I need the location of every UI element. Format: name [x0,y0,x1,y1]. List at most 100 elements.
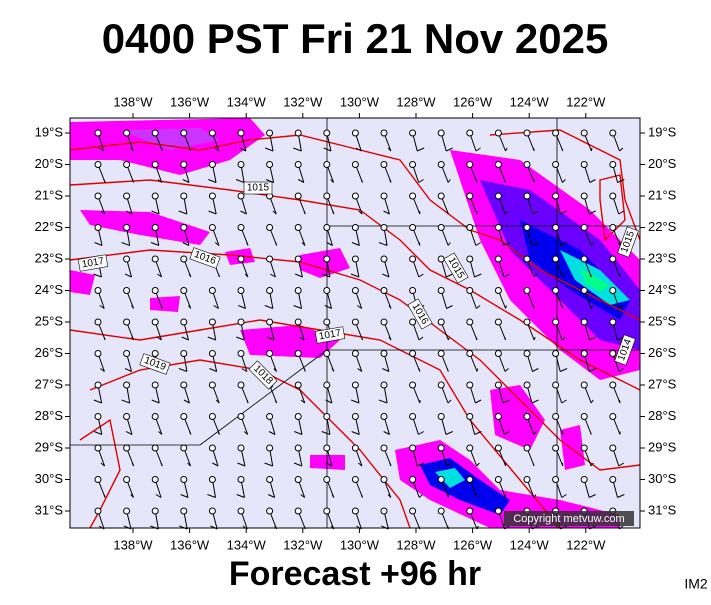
barb-station [410,193,416,199]
barb-station [238,508,244,514]
lat-label-left: 22°S [35,219,64,234]
barb-station [295,351,301,357]
barb-feather [477,369,478,372]
barb-station [610,162,616,168]
barb-station [152,225,158,231]
barb-station [95,445,101,451]
barb-station [152,130,158,136]
lat-label-right: 29°S [648,439,677,454]
lat-label-right: 25°S [648,313,677,328]
lat-label-right: 19°S [648,124,677,139]
barb-station [352,445,358,451]
barb-station [181,130,187,136]
barb-station [324,319,330,325]
barb-station [181,225,187,231]
barb-station [553,351,559,357]
barb-station [124,162,130,168]
barb-station [181,193,187,199]
barb-station [95,162,101,168]
barb-station [381,130,387,136]
lat-label-right: 28°S [648,408,677,423]
barb-station [610,414,616,420]
barb-station [324,256,330,262]
barb-station [467,477,473,483]
barb-station [238,193,244,199]
barb-station [524,414,530,420]
barb-station [410,319,416,325]
barb-station [124,414,130,420]
barb-station [495,414,501,420]
barb-station [495,319,501,325]
barb-station [495,508,501,514]
barb-station [95,319,101,325]
lat-label-right: 30°S [648,471,677,486]
barb-station [152,288,158,294]
forecast-label: Forecast +96 hr [229,555,481,593]
barb-station [209,193,215,199]
barb-feather [619,274,620,277]
lon-label-bottom: 124°W [510,537,550,552]
barb-station [295,193,301,199]
barb-station [324,193,330,199]
barb-station [467,414,473,420]
barb-station [181,319,187,325]
barb-station [381,445,387,451]
barb-station [324,445,330,451]
barb-station [124,288,130,294]
barb-station [267,256,273,262]
barb-station [524,130,530,136]
barb-station [553,130,559,136]
barb-station [410,382,416,388]
barb-station [581,445,587,451]
barb-station [467,225,473,231]
barb-station [181,508,187,514]
lon-label-bottom: 138°W [113,537,153,552]
barb-station [410,225,416,231]
lat-label-left: 26°S [35,345,64,360]
barb-station [152,162,158,168]
lat-label-left: 19°S [35,124,64,139]
barb-station [324,508,330,514]
barb-station [152,193,158,199]
barb-station [381,414,387,420]
barb-station [267,477,273,483]
lat-label-right: 31°S [648,502,677,517]
barb-station [238,351,244,357]
barb-station [209,319,215,325]
barb-station [553,477,559,483]
barb-station [524,225,530,231]
barb-station [238,256,244,262]
barb-station [152,319,158,325]
barb-station [438,225,444,231]
barb-feather [534,148,535,151]
lon-label-bottom: 132°W [283,537,323,552]
barb-station [267,130,273,136]
barb-station [124,382,130,388]
barb-station [209,477,215,483]
barb-station [410,351,416,357]
lon-label-bottom: 130°W [340,537,380,552]
barb-station [352,414,358,420]
barb-station [581,351,587,357]
barb-station [324,288,330,294]
barb-station [438,162,444,168]
barb-station [581,288,587,294]
barb-station [610,382,616,388]
barb-station [95,477,101,483]
lat-label-left: 23°S [35,250,64,265]
barb-station [238,162,244,168]
barb-station [95,288,101,294]
barb-station [238,130,244,136]
barb-station [467,319,473,325]
barb-station [324,351,330,357]
barb-station [124,508,130,514]
barb-station [524,193,530,199]
barb-station [467,508,473,514]
barb-station [610,351,616,357]
barb-station [553,193,559,199]
barb-station [209,445,215,451]
barb-station [295,382,301,388]
barb-station [267,445,273,451]
barb-station [124,445,130,451]
